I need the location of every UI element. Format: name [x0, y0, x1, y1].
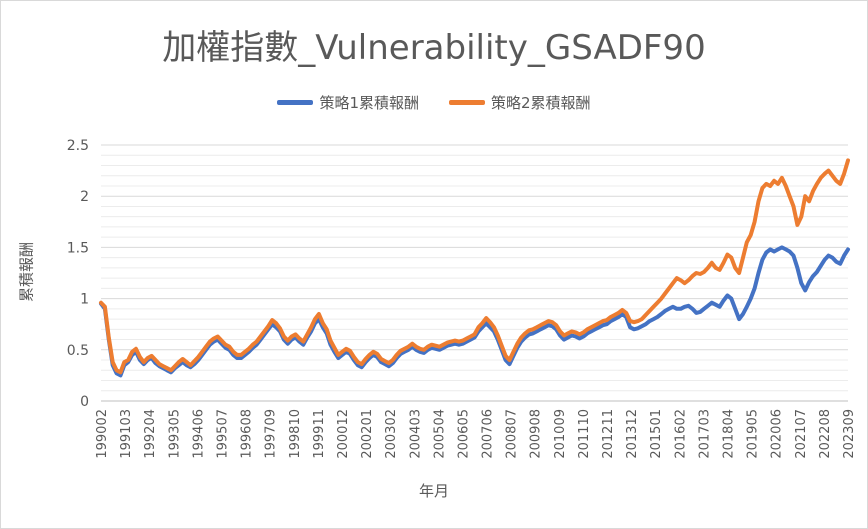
x-tick-label: 199608	[240, 409, 255, 459]
legend-item-series-2: 策略2累積報酬	[449, 92, 591, 113]
series-line-1	[99, 245, 850, 378]
x-tick-label: 201602	[673, 409, 688, 459]
x-tick-label: 199204	[143, 409, 158, 459]
y-tick-label: 0	[80, 394, 89, 410]
x-tick-label: 199911	[312, 409, 327, 459]
x-tick-label: 200403	[408, 409, 423, 459]
x-tick-label: 201501	[649, 409, 664, 459]
x-tick-label: 199810	[288, 409, 303, 459]
legend-label-series-2: 策略2累積報酬	[491, 94, 591, 112]
x-tick-label: 201211	[601, 409, 616, 459]
y-tick-label: 1	[80, 292, 89, 308]
x-tick-label: 202006	[770, 409, 785, 459]
y-tick-label: 2.5	[67, 138, 89, 154]
x-tick-label: 200504	[432, 409, 447, 459]
y-tick-label: 0.5	[67, 343, 89, 359]
series-line-2	[99, 158, 850, 375]
x-tick-label: 199103	[119, 409, 134, 459]
x-tick-label: 199002	[95, 409, 110, 459]
x-tick-label: 202208	[818, 409, 833, 459]
y-tick-label: 1.5	[67, 240, 89, 256]
x-tick-label: 200807	[505, 409, 520, 459]
x-tick-label: 202107	[794, 409, 809, 459]
x-tick-label: 201312	[625, 409, 640, 459]
legend-swatch-series-2	[449, 100, 485, 105]
x-tick-label: 201804	[722, 409, 737, 459]
legend-item-series-1: 策略1累積報酬	[277, 92, 419, 113]
x-tick-label: 199305	[167, 409, 182, 459]
x-tick-label: 201703	[697, 409, 712, 459]
x-tick-label: 202309	[842, 409, 857, 459]
x-tick-label: 200605	[456, 409, 471, 459]
legend: 策略1累積報酬 策略2累積報酬	[0, 92, 868, 113]
y-tick-label: 2	[80, 189, 89, 205]
x-tick-label: 199709	[264, 409, 279, 459]
x-tick-label: 201110	[577, 409, 592, 459]
x-tick-label: 200201	[360, 409, 375, 459]
x-tick-label: 200302	[384, 409, 399, 459]
x-axis-label: 年月	[418, 482, 449, 500]
legend-swatch-series-1	[277, 100, 314, 105]
x-tick-label: 200706	[481, 409, 496, 459]
x-tick-label: 201905	[746, 409, 761, 459]
legend-label-series-1: 策略1累積報酬	[319, 94, 419, 112]
x-tick-label: 200012	[336, 409, 351, 459]
x-tick-label: 199406	[191, 409, 206, 459]
x-tick-label: 200908	[529, 409, 544, 459]
chart-title: 加權指數_Vulnerability_GSADF90	[162, 28, 706, 68]
x-tick-label: 199507	[215, 409, 230, 459]
x-tick-label: 201009	[553, 409, 568, 459]
